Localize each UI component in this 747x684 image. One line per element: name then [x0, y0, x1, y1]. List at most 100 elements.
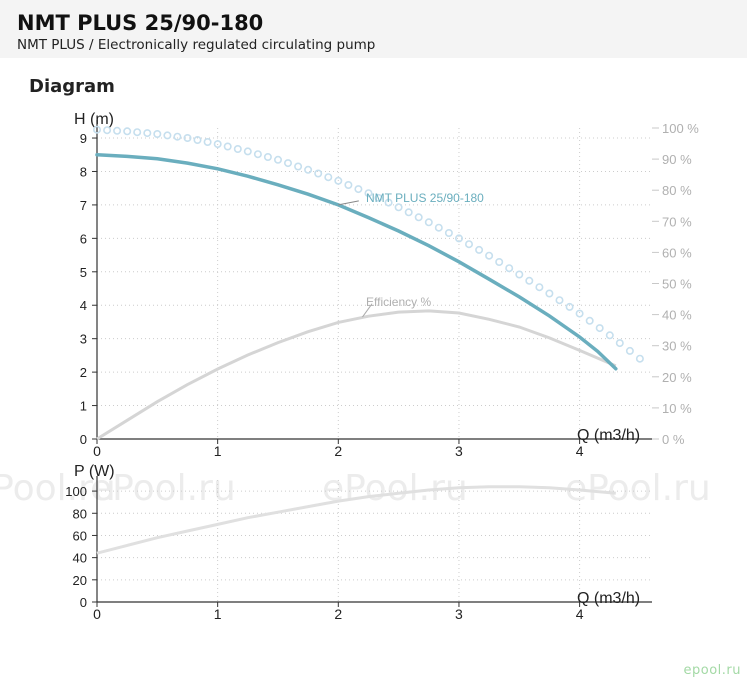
max-curve-point	[304, 165, 313, 174]
y2-tick-label: 40 %	[662, 308, 692, 323]
max-curve-point	[374, 193, 383, 202]
power-y-tick-label: 0	[80, 595, 87, 610]
max-curve-point	[444, 229, 453, 238]
x-tick-label: 0	[93, 443, 101, 459]
y2-tick-label: 20 %	[662, 370, 692, 385]
max-curve-point	[454, 234, 463, 243]
max-curve-point	[93, 125, 102, 134]
max-curve-point	[344, 181, 353, 190]
max-curve-point	[434, 223, 443, 232]
max-curve-point	[193, 136, 202, 145]
max-curve-point	[384, 198, 393, 207]
max-curve-point	[103, 126, 112, 135]
power-y-tick-label: 60	[73, 528, 87, 543]
power-x-tick-label: 4	[576, 606, 584, 622]
max-curve-point	[324, 173, 333, 182]
max-curve-point	[133, 128, 142, 137]
power-y-tick-label: 80	[73, 506, 87, 521]
max-curve-point	[153, 130, 162, 139]
power-x-tick-label: 0	[93, 606, 101, 622]
y-tick-label: 5	[80, 265, 87, 280]
max-curve-point	[394, 203, 403, 212]
y-tick-label: 9	[80, 131, 87, 146]
max-curve-point	[243, 147, 252, 156]
max-curve-point	[525, 276, 534, 285]
watermark-text: ePool.ru	[565, 468, 711, 509]
power-y-tick-label: 100	[65, 484, 87, 499]
efficiency-curve-line	[96, 309, 617, 441]
power-y-tick-label: 20	[73, 573, 87, 588]
head-label-leader	[338, 200, 359, 206]
x-tick-label: 3	[455, 443, 463, 459]
power-x-axis-label: Q (m3/h)	[577, 590, 640, 607]
power-y-axis-label: P (W)	[74, 463, 115, 480]
page-title: NMT PLUS 25/90-180	[17, 11, 264, 35]
max-curve-point	[505, 264, 514, 273]
y2-tick-label: 30 %	[662, 339, 692, 354]
page-header: NMT PLUS 25/90-180 NMT PLUS / Electronic…	[0, 0, 747, 58]
x-axis-label: Q (m3/h)	[577, 427, 640, 444]
max-curve-point	[334, 176, 343, 185]
y2-tick-label: 50 %	[662, 277, 692, 292]
max-curve-point	[495, 257, 504, 266]
max-curve-point	[263, 153, 272, 162]
max-curve-point	[354, 185, 363, 194]
y2-tick-label: 10 %	[662, 401, 692, 416]
head-curve-label: NMT PLUS 25/90-180	[366, 191, 484, 205]
max-curve-point	[233, 145, 242, 154]
max-curve-point	[294, 162, 303, 171]
y2-tick-label: 70 %	[662, 214, 692, 229]
max-curve-point	[565, 302, 574, 311]
x-tick-label: 4	[576, 443, 584, 459]
page-subtitle: NMT PLUS / Electronically regulated circ…	[17, 37, 376, 53]
max-curve-point	[545, 289, 554, 298]
watermark-text: ePool.ru	[90, 468, 236, 509]
max-curve-point	[625, 346, 634, 355]
max-curve-point	[113, 126, 122, 135]
y2-tick-label: 90 %	[662, 152, 692, 167]
max-curve-point	[485, 251, 494, 260]
max-curve-point	[203, 138, 212, 147]
max-curve-point	[404, 208, 413, 217]
y-tick-label: 1	[80, 399, 87, 414]
y2-tick-label: 60 %	[662, 245, 692, 260]
y-tick-label: 7	[80, 198, 87, 213]
y-tick-label: 6	[80, 231, 87, 246]
max-curve-point	[615, 339, 624, 348]
max-curve-point	[424, 218, 433, 227]
max-curve-point	[605, 331, 614, 340]
power-x-tick-label: 2	[334, 606, 342, 622]
max-curve-point	[173, 132, 182, 141]
max-curve-point	[123, 127, 132, 136]
max-curve-point	[635, 354, 644, 363]
power-x-tick-label: 1	[214, 606, 222, 622]
power-x-tick-label: 3	[455, 606, 463, 622]
max-curve-point	[585, 316, 594, 325]
max-curve-point	[253, 150, 262, 159]
power-y-tick-label: 40	[73, 551, 87, 566]
y2-tick-label: 80 %	[662, 183, 692, 198]
max-curve-point	[213, 140, 222, 149]
max-curve-point	[595, 324, 604, 333]
efficiency-curve-label: Efficiency %	[366, 295, 431, 309]
max-curve-point	[515, 270, 524, 279]
max-curve-point	[283, 159, 292, 168]
max-curve-point	[314, 169, 323, 178]
max-curve-point	[364, 189, 373, 198]
brand-logo: epool.ru	[683, 663, 741, 678]
head-curve-line	[95, 153, 618, 371]
max-curve-point	[464, 240, 473, 249]
y-tick-label: 0	[80, 432, 87, 447]
x-tick-label: 1	[214, 443, 222, 459]
y2-tick-label: 100 %	[662, 121, 699, 136]
y-tick-label: 4	[80, 298, 87, 313]
y2-tick-label: 0 %	[662, 432, 685, 447]
max-curve-point	[143, 129, 152, 138]
efficiency-label-leader	[362, 303, 373, 318]
max-curve-point	[414, 213, 423, 222]
section-title: Diagram	[29, 76, 115, 97]
max-curve-point	[273, 155, 282, 164]
max-curve-point	[475, 245, 484, 254]
y-tick-label: 3	[80, 332, 87, 347]
